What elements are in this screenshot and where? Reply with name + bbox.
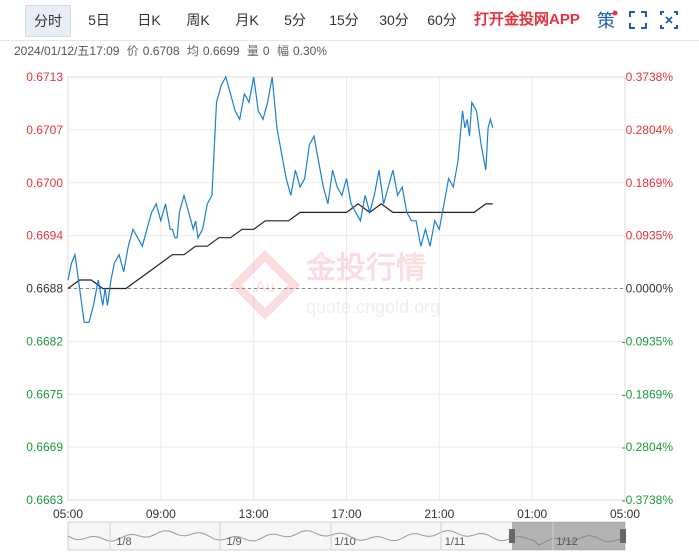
watermark: Au 金投行情 quote.cngold.org (230, 250, 440, 320)
price-value: 0.6708 (142, 44, 180, 58)
avg-label: 均 (186, 44, 199, 58)
watermark-title: 金投行情 (305, 251, 426, 285)
navigator-date-label: 1/8 (116, 536, 131, 548)
y-tick-right: 0.2804% (626, 123, 674, 137)
period-tabs: 分时 5日 日K 周K 月K 5分 15分 30分 60分 打开金投网APP 策 (0, 0, 699, 41)
y-tick-left: 0.6663 (26, 493, 63, 507)
x-axis: 05:00 09:00 13:00 17:00 21:00 01:00 05:00 (53, 507, 640, 521)
y-tick-right: -0.0935% (622, 334, 674, 348)
volume-label: 量 (246, 44, 259, 58)
x-tick-label: 21:00 (424, 507, 454, 521)
navigator-handle-right[interactable] (620, 529, 626, 543)
x-tick-label: 05:00 (53, 507, 83, 521)
y-tick-left: 0.6675 (26, 387, 63, 401)
y-tick-right: -0.1869% (622, 387, 674, 401)
y-axis-left: 0.6713 0.6707 0.6700 0.6694 0.6688 0.6682 0.66… (26, 70, 63, 507)
y-tick-right: -0.2804% (622, 440, 674, 454)
y-tick-left: 0.6700 (26, 176, 63, 190)
price-label: 价 (126, 44, 139, 58)
tab-30min[interactable]: 30分 (379, 12, 409, 28)
navigator-date-label: 1/11 (445, 536, 466, 548)
quote-datetime: 2024/01/12/五17:09 (14, 44, 120, 58)
tab-monthly-k[interactable]: 月K (235, 12, 259, 28)
navigator-handle-left[interactable] (509, 529, 515, 543)
watermark-logo-icon: Au (230, 250, 300, 320)
navigator-date-label: 1/9 (226, 536, 241, 548)
y-tick-right: 0.1869% (626, 176, 674, 190)
tab-5day[interactable]: 5日 (88, 12, 110, 28)
y-tick-right: 0.3738% (626, 70, 674, 84)
tab-15min[interactable]: 15分 (329, 12, 359, 28)
x-tick-label: 13:00 (239, 507, 269, 521)
tab-daily-k[interactable]: 日K (137, 12, 161, 28)
y-axis-right: 0.3738% 0.2804% 0.1869% 0.0935% 0.0000% -0.09… (622, 70, 674, 507)
series-line-price (67, 75, 494, 323)
y-tick-right: 0.0935% (626, 229, 674, 243)
watermark-logo-text: Au (255, 279, 275, 296)
navigator-selection[interactable] (512, 522, 625, 550)
change-label: 幅 (276, 44, 289, 58)
y-tick-left: 0.6669 (26, 440, 63, 454)
tab-5min[interactable]: 5分 (284, 12, 306, 28)
series-line-avg (67, 203, 493, 290)
y-tick-right: 0.0000% (626, 282, 674, 296)
x-tick-label: 17:00 (331, 507, 361, 521)
y-tick-left: 0.6688 (26, 282, 63, 296)
navigator-date-label: 1/10 (334, 536, 355, 548)
volume-value: 0 (262, 44, 270, 58)
refresh-icon[interactable] (658, 9, 680, 31)
open-app-link[interactable]: 打开金投网APP (474, 11, 580, 28)
x-tick-label: 09:00 (146, 507, 176, 521)
strategy-icon[interactable]: 策 (596, 9, 618, 31)
tab-intraday[interactable]: 分时 (25, 5, 71, 37)
y-tick-left: 0.6713 (26, 70, 63, 84)
change-value: 0.30% (292, 44, 327, 58)
x-tick-label: 05:00 (610, 507, 640, 521)
y-tick-left: 0.6682 (26, 334, 63, 348)
fullscreen-icon[interactable] (627, 9, 649, 31)
y-tick-right: -0.3738% (622, 493, 674, 507)
y-tick-left: 0.6694 (26, 229, 63, 243)
y-tick-left: 0.6707 (26, 123, 63, 137)
navigator-date-labels: 1/8 1/9 1/10 1/11 1/12 (109, 522, 578, 550)
tab-60min[interactable]: 60分 (427, 12, 457, 28)
navigator-date-label: 1/12 (556, 536, 577, 548)
x-tick-label: 01:00 (517, 507, 547, 521)
tab-weekly-k[interactable]: 周K (186, 12, 210, 28)
watermark-url: quote.cngold.org (306, 297, 440, 317)
range-navigator[interactable]: 1/8 1/9 1/10 1/11 1/12 (67, 521, 626, 551)
strategy-icon-label: 策 (597, 11, 615, 31)
avg-value: 0.6699 (202, 44, 240, 58)
